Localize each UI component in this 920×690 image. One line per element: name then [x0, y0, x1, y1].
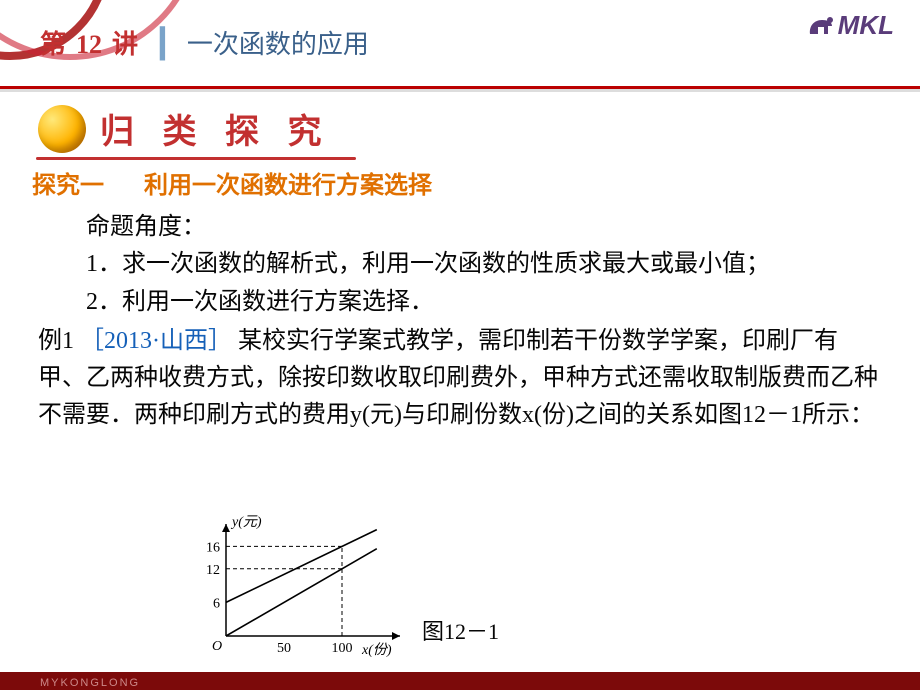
- point-2: 2．利用一次函数进行方案选择．: [38, 284, 882, 321]
- svg-text:y(元): y(元): [230, 515, 262, 530]
- badge-ball-icon: [38, 105, 86, 153]
- angle-label: 命题角度：: [38, 209, 882, 246]
- section-title: 归 类 探 究: [100, 104, 332, 153]
- point-1: 1．求一次函数的解析式，利用一次函数的性质求最大或最小值；: [38, 246, 882, 283]
- svg-text:100: 100: [332, 641, 353, 656]
- brand-logo: MKL: [806, 10, 894, 41]
- footer-brand: MYKONGLONG: [40, 677, 140, 689]
- svg-text:16: 16: [206, 540, 220, 555]
- example-label: 例1: [38, 328, 74, 354]
- subsection-label: 探究一: [32, 173, 104, 199]
- line-chart: y(元) x(份) O 6 12 16 50 100: [190, 512, 410, 660]
- figure-wrap: y(元) x(份) O 6 12 16 50 100 图12－1: [190, 512, 710, 660]
- section-underline: [36, 157, 356, 160]
- svg-text:x(份): x(份): [361, 642, 392, 658]
- separator: ┃: [154, 27, 171, 61]
- example-source: ［2013·山西］: [80, 328, 232, 354]
- svg-text:12: 12: [206, 563, 220, 578]
- slide-header: 第 12 讲 ┃ 一次函数的应用: [40, 24, 840, 61]
- figure-caption: 图12－1: [422, 614, 499, 646]
- logo-text: MKL: [838, 10, 894, 41]
- lecture-number: 12: [76, 30, 102, 60]
- subsection-title: 利用一次函数进行方案选择: [144, 173, 432, 199]
- lecture-title: 一次函数的应用: [187, 24, 369, 61]
- lecture-prefix: 第: [40, 24, 66, 61]
- example-paragraph: 例1 ［2013·山西］ 某校实行学案式教学，需印制若干份数学学案，印刷厂有甲、…: [38, 323, 882, 435]
- svg-text:50: 50: [277, 641, 291, 656]
- footer-bar: MYKONGLONG: [0, 672, 920, 690]
- header-underline: [0, 86, 920, 89]
- content-area: 探究一 利用一次函数进行方案选择 命题角度： 1．求一次函数的解析式，利用一次函数…: [32, 168, 890, 434]
- svg-text:6: 6: [213, 596, 220, 611]
- lecture-suffix: 讲: [112, 24, 138, 61]
- subsection-heading: 探究一 利用一次函数进行方案选择: [32, 168, 890, 205]
- svg-text:O: O: [212, 639, 222, 654]
- section-badge: 归 类 探 究: [38, 104, 332, 153]
